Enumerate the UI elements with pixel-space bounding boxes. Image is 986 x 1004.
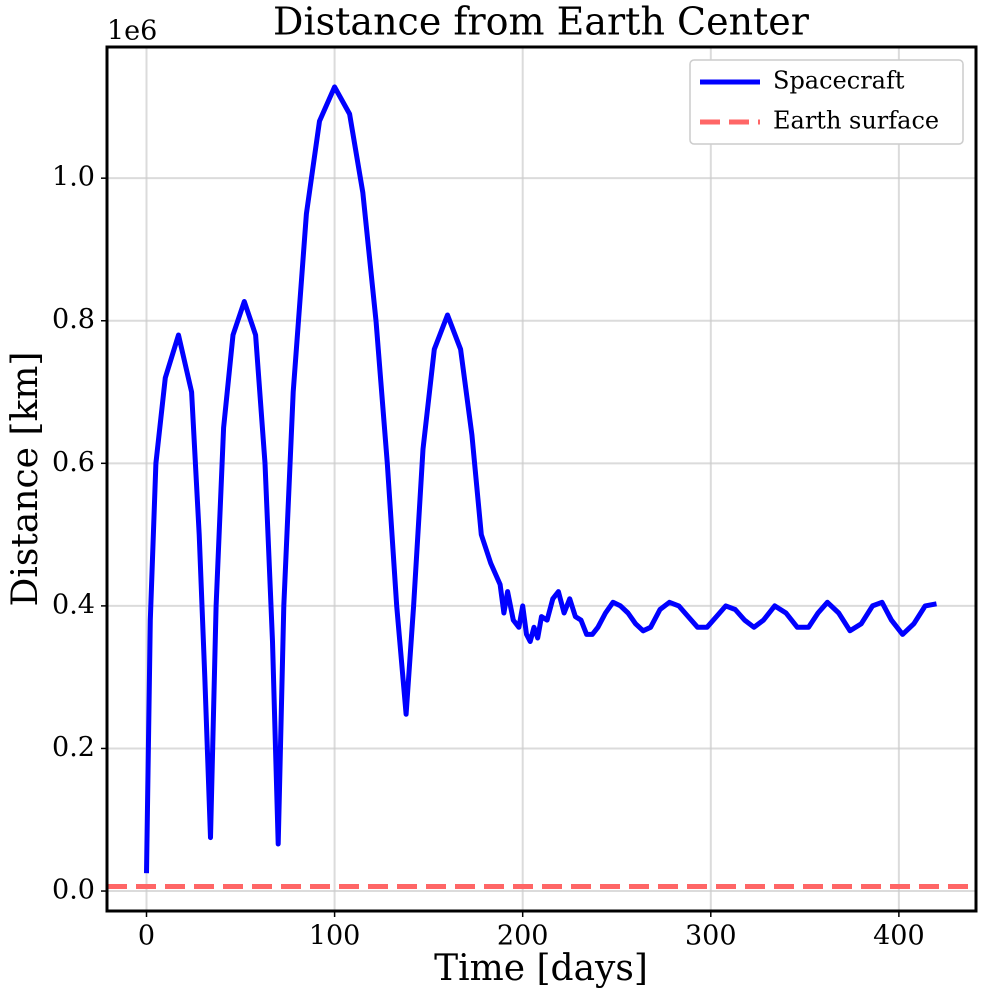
x-tick-label: 0 <box>138 921 155 952</box>
y-offset-text: 1e6 <box>107 16 157 47</box>
series-line <box>144 84 937 874</box>
x-tick-label: 200 <box>497 921 549 952</box>
x-tick-label: 300 <box>685 921 737 952</box>
y-tick-label: 0.2 <box>52 732 95 763</box>
y-tick-label: 1.0 <box>52 162 95 193</box>
x-tick-label: 400 <box>873 921 925 952</box>
y-tick-label: 0.0 <box>52 875 95 906</box>
y-tick-label: 0.4 <box>52 589 95 620</box>
legend-label: Earth surface <box>773 107 939 135</box>
y-tick-label: 0.8 <box>52 304 95 335</box>
legend-label: Spacecraft <box>773 67 905 95</box>
plot-frame <box>105 45 978 913</box>
x-tick-label: 100 <box>309 921 361 952</box>
y-tick-label: 0.6 <box>52 447 95 478</box>
x-axis-label: Time [days] <box>434 948 648 989</box>
y-axis-label: Distance [km] <box>5 352 46 607</box>
chart-title: Distance from Earth Center <box>273 0 810 44</box>
